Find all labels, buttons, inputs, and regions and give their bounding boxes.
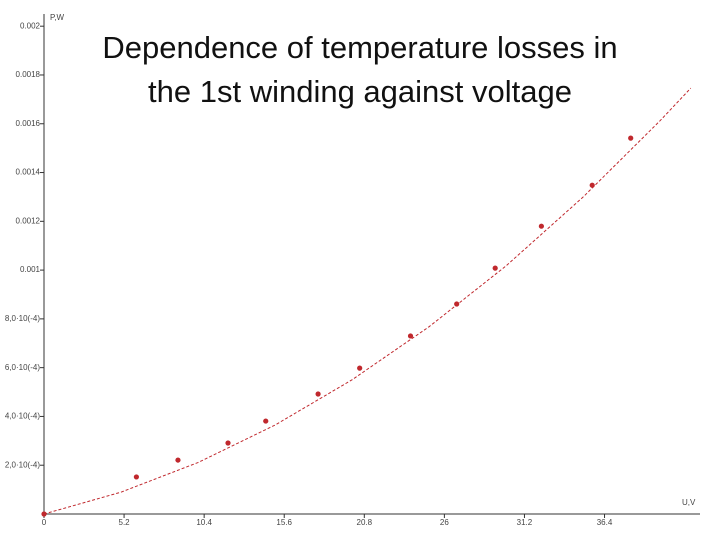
x-tick-label: 26 bbox=[440, 518, 449, 527]
x-axis-label: U,V bbox=[682, 498, 696, 507]
y-tick-label: 2,0·10(-4) bbox=[5, 460, 40, 469]
chart-title: the 1st winding against voltage bbox=[148, 74, 572, 109]
y-tick-label: 0.0018 bbox=[16, 70, 41, 79]
data-point bbox=[589, 182, 595, 188]
data-point bbox=[315, 391, 321, 397]
y-tick-label: 0.0014 bbox=[16, 168, 41, 177]
data-point bbox=[133, 474, 139, 480]
y-tick-label: 0.002 bbox=[20, 21, 41, 30]
y-tick-label: 0.001 bbox=[20, 265, 41, 274]
x-tick-label: 20.8 bbox=[357, 518, 373, 527]
data-point bbox=[628, 135, 634, 141]
chart-title: Dependence of temperature losses in bbox=[102, 30, 618, 65]
data-point bbox=[175, 457, 181, 463]
data-point bbox=[538, 223, 544, 229]
x-tick-label: 0 bbox=[42, 518, 47, 527]
data-point bbox=[492, 265, 498, 271]
y-tick-label: 0.0016 bbox=[16, 119, 41, 128]
x-tick-label: 36.4 bbox=[597, 518, 613, 527]
data-point bbox=[225, 440, 231, 446]
y-tick-label: 4,0·10(-4) bbox=[5, 412, 40, 421]
x-tick-label: 31.2 bbox=[517, 518, 533, 527]
data-point bbox=[407, 333, 414, 339]
x-tick-label: 5.2 bbox=[119, 518, 131, 527]
data-point bbox=[263, 418, 269, 424]
x-tick-label: 15.6 bbox=[276, 518, 292, 527]
y-tick-label: 0.0012 bbox=[16, 216, 41, 225]
y-tick-label: 6,0·10(-4) bbox=[5, 363, 40, 372]
y-axis-label: P,W bbox=[50, 13, 65, 22]
data-point bbox=[454, 301, 460, 307]
data-point bbox=[357, 365, 363, 371]
fit-curve bbox=[43, 87, 692, 515]
y-tick-label: 8,0·10(-4) bbox=[5, 314, 40, 323]
x-tick-label: 10.4 bbox=[196, 518, 212, 527]
